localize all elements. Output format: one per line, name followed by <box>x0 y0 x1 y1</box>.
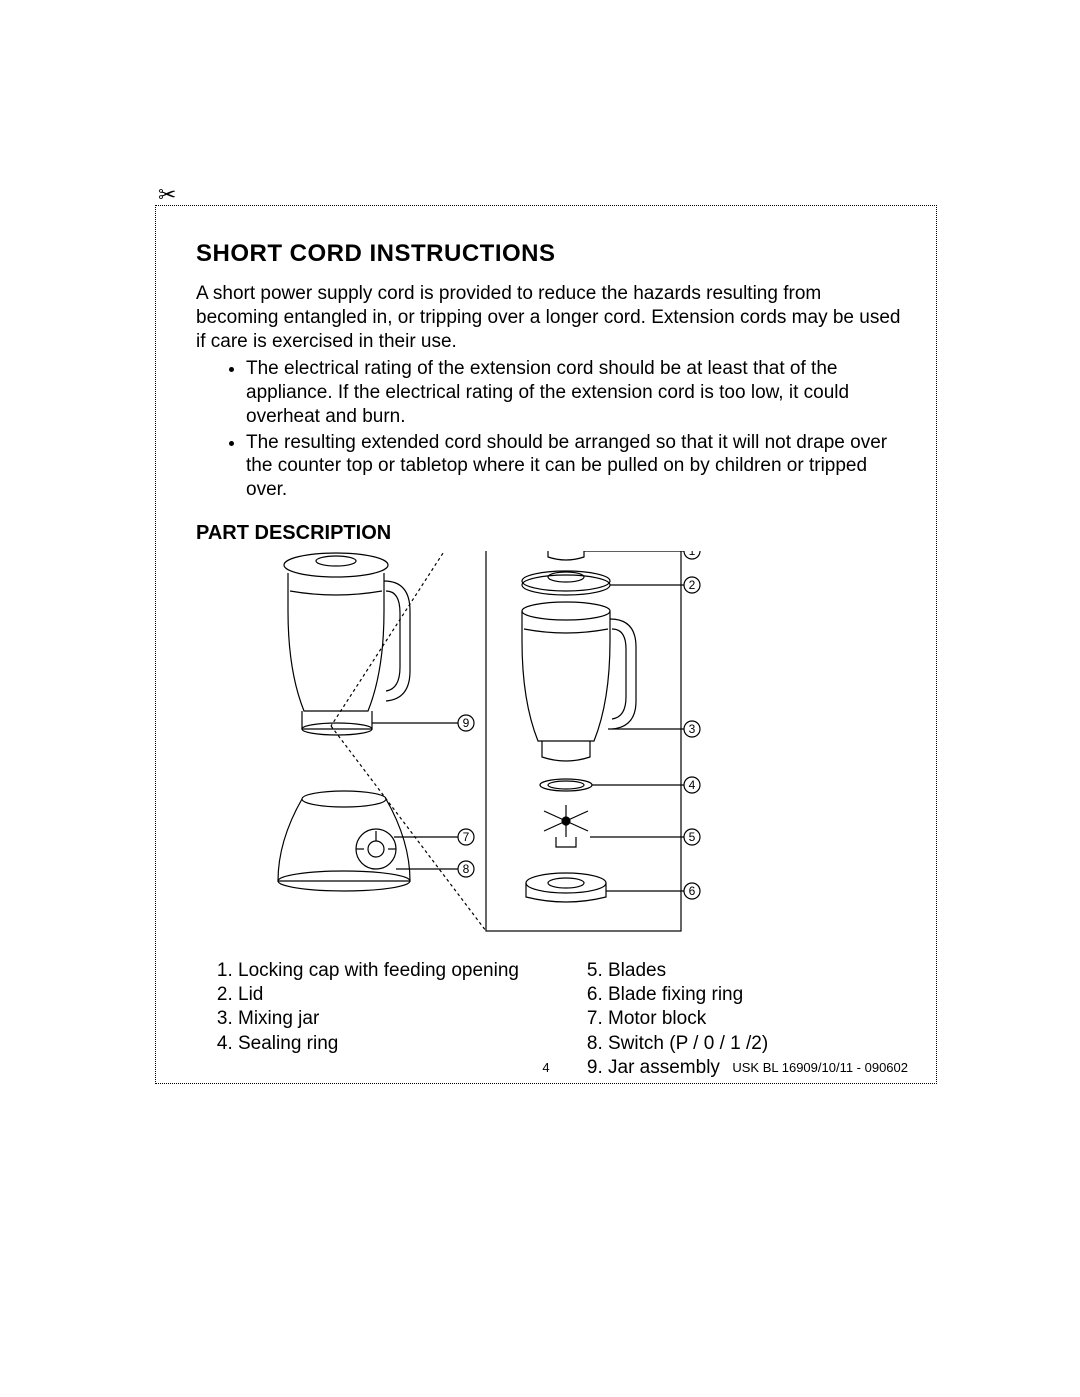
page-footer: 4 USK BL 16909/10/11 - 090602 <box>156 1060 936 1075</box>
svg-text:3: 3 <box>689 722 696 736</box>
scissors-icon: ✂ <box>158 184 176 206</box>
svg-text:6: 6 <box>689 884 696 898</box>
part-item: Switch (P / 0 / 1 /2) <box>608 1032 908 1056</box>
svg-text:8: 8 <box>463 862 470 876</box>
parts-diagram: 9 7 <box>196 551 908 951</box>
bullet-list: The electrical rating of the extension c… <box>222 357 908 502</box>
part-item: Blade fixing ring <box>608 983 908 1007</box>
bullet-item: The resulting extended cord should be ar… <box>246 431 908 502</box>
part-item: Mixing jar <box>238 1007 538 1031</box>
diagram-svg: 9 7 <box>196 551 916 951</box>
part-item: Sealing ring <box>238 1032 538 1056</box>
page-frame: SHORT CORD INSTRUCTIONS A short power su… <box>155 205 937 1084</box>
part-item: Blades <box>608 959 908 983</box>
svg-text:2: 2 <box>689 578 696 592</box>
svg-text:1: 1 <box>689 551 696 558</box>
document-reference: USK BL 16909/10/11 - 090602 <box>732 1060 908 1075</box>
svg-text:5: 5 <box>689 830 696 844</box>
svg-text:9: 9 <box>463 716 470 730</box>
part-item: Motor block <box>608 1007 908 1031</box>
heading-part-description: PART DESCRIPTION <box>196 522 908 545</box>
page-number: 4 <box>542 1060 549 1075</box>
heading-short-cord: SHORT CORD INSTRUCTIONS <box>196 240 908 268</box>
svg-text:7: 7 <box>463 830 470 844</box>
exploded-view: 1 2 <box>522 551 700 902</box>
svg-text:4: 4 <box>689 778 696 792</box>
bullet-item: The electrical rating of the extension c… <box>246 357 908 428</box>
part-item: Lid <box>238 983 538 1007</box>
intro-paragraph: A short power supply cord is provided to… <box>196 282 908 353</box>
part-item: Locking cap with feeding opening <box>238 959 538 983</box>
assembled-jar: 9 <box>284 553 474 735</box>
